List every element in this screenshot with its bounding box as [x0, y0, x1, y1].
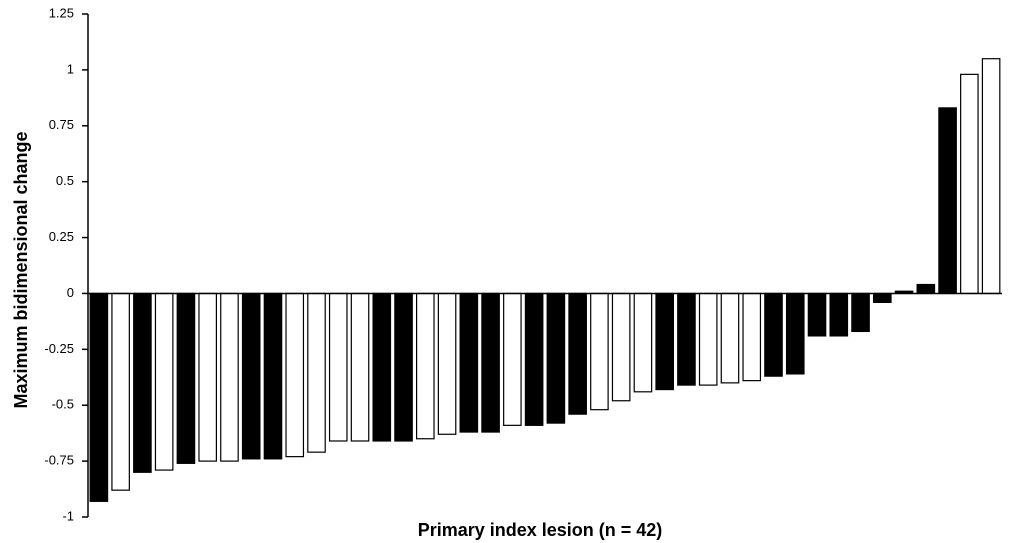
y-axis-label: Maximum bidimensional change — [11, 131, 31, 408]
y-tick-label: 0 — [67, 285, 74, 300]
bar — [328, 292, 348, 442]
bar — [241, 292, 261, 460]
bar — [829, 292, 849, 337]
bar — [655, 292, 674, 391]
bar — [785, 292, 805, 375]
y-tick-label: -1 — [62, 508, 74, 523]
bar — [437, 292, 457, 435]
bar — [263, 292, 283, 460]
bar — [307, 292, 326, 453]
bar — [372, 292, 392, 442]
bar — [503, 292, 522, 426]
bar — [133, 292, 152, 473]
y-tick-label: 0.25 — [49, 229, 74, 244]
bar — [154, 292, 174, 471]
y-tick-label: -0.5 — [52, 397, 74, 412]
bar — [459, 292, 479, 433]
bar — [481, 292, 500, 433]
bar — [176, 292, 196, 464]
bar — [198, 292, 217, 462]
bar — [938, 107, 957, 295]
y-tick-label: 1 — [67, 61, 74, 76]
bar — [546, 292, 566, 424]
y-tick-label: -0.75 — [44, 453, 74, 468]
bar — [394, 292, 413, 442]
bar — [285, 292, 305, 458]
bar — [873, 292, 892, 303]
bar — [916, 283, 936, 295]
y-tick-label: 0.75 — [49, 117, 74, 132]
bar — [720, 292, 740, 384]
bar — [633, 292, 653, 393]
bar — [851, 292, 870, 333]
bar — [416, 292, 435, 440]
bar — [981, 58, 1001, 295]
bar — [807, 292, 827, 337]
bar — [764, 292, 783, 377]
bar — [698, 292, 718, 386]
y-tick-label: 0.5 — [56, 173, 74, 188]
bar — [590, 292, 609, 411]
bar — [742, 292, 762, 382]
bar — [960, 73, 979, 295]
bar — [568, 292, 587, 415]
y-tick-label: 1.25 — [49, 5, 74, 20]
bar — [89, 292, 109, 502]
bar — [220, 292, 239, 462]
bar — [350, 292, 370, 442]
bar — [524, 292, 544, 426]
bar — [677, 292, 696, 386]
y-tick-label: -0.25 — [44, 341, 74, 356]
x-axis-label: Primary index lesion (n = 42) — [418, 520, 663, 540]
bar — [111, 292, 130, 491]
bar — [611, 292, 631, 402]
